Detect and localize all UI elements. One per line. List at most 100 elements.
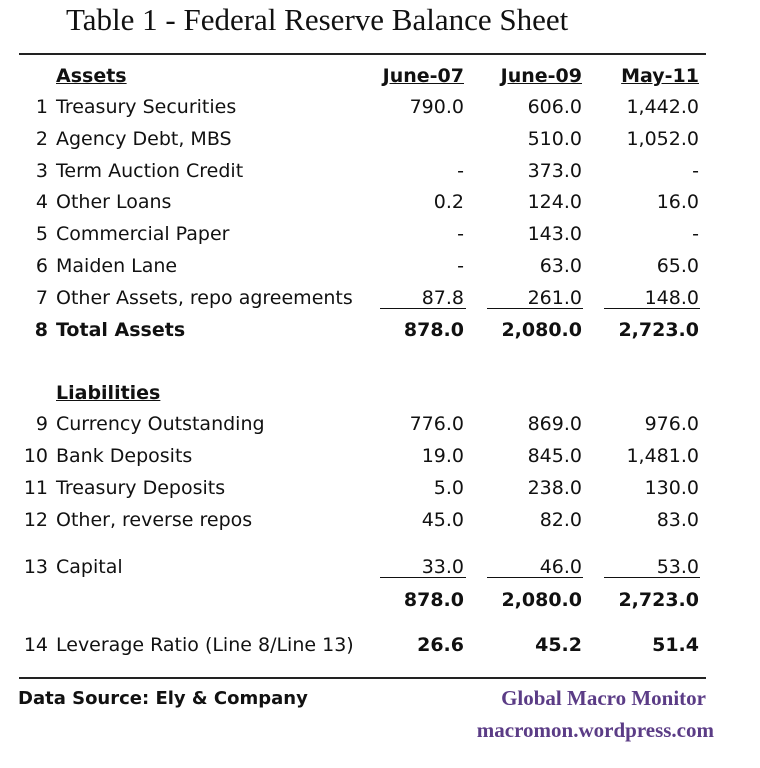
cell-may-11: 1,442.0 bbox=[626, 96, 699, 118]
brand-url: macromon.wordpress.com bbox=[476, 718, 714, 742]
cell-june-07: - bbox=[457, 255, 464, 277]
brand-name: Global Macro Monitor bbox=[501, 686, 706, 710]
cell-june-09: 373.0 bbox=[527, 160, 582, 182]
cell-june-07: 776.0 bbox=[409, 413, 464, 435]
leverage-row: 14 Leverage Ratio (Line 8/Line 13) 26.6 … bbox=[0, 633, 760, 657]
cell-june-09: 261.0 bbox=[527, 287, 582, 309]
row-number: 11 bbox=[23, 477, 48, 499]
subtotal-underline bbox=[604, 577, 700, 578]
cell-may-11: - bbox=[692, 223, 699, 245]
table-row: 6 Maiden Lane - 63.0 65.0 bbox=[0, 254, 760, 278]
cell-june-07: 19.0 bbox=[421, 445, 464, 467]
table-row: 7 Other Assets, repo agreements 87.8 261… bbox=[0, 286, 760, 310]
cell-may-11: 53.0 bbox=[656, 556, 699, 578]
cell-may-11: 976.0 bbox=[644, 413, 699, 435]
table-row: 2 Agency Debt, MBS 510.0 1,052.0 bbox=[0, 127, 760, 151]
row-label: Leverage Ratio (Line 8/Line 13) bbox=[56, 634, 354, 656]
cell-june-07: 87.8 bbox=[421, 287, 464, 309]
subtotal-underline bbox=[487, 308, 583, 309]
row-label: Term Auction Credit bbox=[56, 160, 244, 182]
cell-june-09: 869.0 bbox=[527, 413, 582, 435]
cell-june-07: 26.6 bbox=[417, 634, 464, 656]
column-header-june-09: June-09 bbox=[500, 65, 582, 87]
cell-june-09: 238.0 bbox=[527, 477, 582, 499]
data-source-note: Data Source: Ely & Company bbox=[18, 688, 308, 709]
row-label: Currency Outstanding bbox=[56, 413, 265, 435]
cell-june-07: 33.0 bbox=[421, 556, 464, 578]
cell-june-07: - bbox=[457, 160, 464, 182]
table-row: 9 Currency Outstanding 776.0 869.0 976.0 bbox=[0, 412, 760, 436]
cell-may-11: 2,723.0 bbox=[618, 319, 699, 341]
cell-may-11: - bbox=[692, 160, 699, 182]
cell-june-07: 45.0 bbox=[421, 509, 464, 531]
cell-may-11: 130.0 bbox=[644, 477, 699, 499]
cell-june-09: 2,080.0 bbox=[501, 319, 582, 341]
subtotal-underline bbox=[604, 308, 700, 309]
subtotal-underline bbox=[380, 577, 466, 578]
cell-may-11: 148.0 bbox=[644, 287, 699, 309]
row-label: Commercial Paper bbox=[56, 223, 230, 245]
row-number: 13 bbox=[23, 556, 48, 578]
cell-june-07: 790.0 bbox=[409, 96, 464, 118]
cell-june-07: 878.0 bbox=[403, 589, 464, 611]
row-number: 5 bbox=[35, 223, 48, 245]
cell-may-11: 16.0 bbox=[656, 191, 699, 213]
cell-june-07: - bbox=[457, 223, 464, 245]
top-rule bbox=[19, 53, 706, 55]
row-label: Other Assets, repo agreements bbox=[56, 287, 353, 309]
cell-may-11: 65.0 bbox=[656, 255, 699, 277]
subtotal-underline bbox=[487, 577, 583, 578]
liabilities-header: Liabilities bbox=[56, 382, 161, 404]
row-label: Maiden Lane bbox=[56, 255, 178, 277]
cell-june-09: 46.0 bbox=[539, 556, 582, 578]
column-header-june-07: June-07 bbox=[382, 65, 464, 87]
table-row: 12 Other, reverse repos 45.0 82.0 83.0 bbox=[0, 508, 760, 532]
cell-june-07: 878.0 bbox=[403, 319, 464, 341]
row-number: 4 bbox=[35, 191, 48, 213]
cell-june-09: 82.0 bbox=[539, 509, 582, 531]
cell-june-09: 606.0 bbox=[527, 96, 582, 118]
row-number: 2 bbox=[35, 128, 48, 150]
table-row: 10 Bank Deposits 19.0 845.0 1,481.0 bbox=[0, 444, 760, 468]
row-number: 12 bbox=[23, 509, 48, 531]
cell-june-09: 45.2 bbox=[535, 634, 582, 656]
bottom-rule bbox=[19, 677, 706, 679]
row-number: 8 bbox=[34, 319, 48, 341]
row-number: 3 bbox=[35, 160, 48, 182]
table-title: Table 1 - Federal Reserve Balance Sheet bbox=[66, 2, 569, 37]
row-number: 6 bbox=[35, 255, 48, 277]
cell-june-09: 63.0 bbox=[539, 255, 582, 277]
row-number: 14 bbox=[23, 634, 48, 656]
row-number: 7 bbox=[35, 287, 48, 309]
cell-june-09: 845.0 bbox=[527, 445, 582, 467]
row-label: Bank Deposits bbox=[56, 445, 193, 467]
capital-row: 13 Capital 33.0 46.0 53.0 bbox=[0, 555, 760, 579]
cell-may-11: 51.4 bbox=[652, 634, 699, 656]
row-number: 9 bbox=[35, 413, 48, 435]
row-number: 1 bbox=[35, 96, 48, 118]
cell-june-09: 2,080.0 bbox=[501, 589, 582, 611]
cell-june-09: 143.0 bbox=[527, 223, 582, 245]
table-row: 4 Other Loans 0.2 124.0 16.0 bbox=[0, 190, 760, 214]
row-label: Total Assets bbox=[56, 319, 186, 341]
total-assets-row: 8 Total Assets 878.0 2,080.0 2,723.0 bbox=[0, 318, 760, 342]
row-label: Treasury Securities bbox=[56, 96, 237, 118]
table-row: 1 Treasury Securities 790.0 606.0 1,442.… bbox=[0, 95, 760, 119]
cell-june-09: 510.0 bbox=[527, 128, 582, 150]
row-label: Other, reverse repos bbox=[56, 509, 253, 531]
cell-june-07: 0.2 bbox=[433, 191, 464, 213]
assets-header: Assets bbox=[56, 65, 127, 87]
liabilities-total-row: 878.0 2,080.0 2,723.0 bbox=[0, 588, 760, 612]
cell-june-07: 5.0 bbox=[433, 477, 464, 499]
table-row: 5 Commercial Paper - 143.0 - bbox=[0, 222, 760, 246]
column-header-may-11: May-11 bbox=[621, 65, 699, 87]
subtotal-underline bbox=[380, 308, 466, 309]
row-label: Other Loans bbox=[56, 191, 172, 213]
cell-may-11: 1,052.0 bbox=[626, 128, 699, 150]
row-number: 10 bbox=[23, 445, 48, 467]
table-row: 11 Treasury Deposits 5.0 238.0 130.0 bbox=[0, 476, 760, 500]
cell-june-09: 124.0 bbox=[527, 191, 582, 213]
cell-may-11: 83.0 bbox=[656, 509, 699, 531]
cell-may-11: 1,481.0 bbox=[626, 445, 699, 467]
row-label: Agency Debt, MBS bbox=[56, 128, 232, 150]
